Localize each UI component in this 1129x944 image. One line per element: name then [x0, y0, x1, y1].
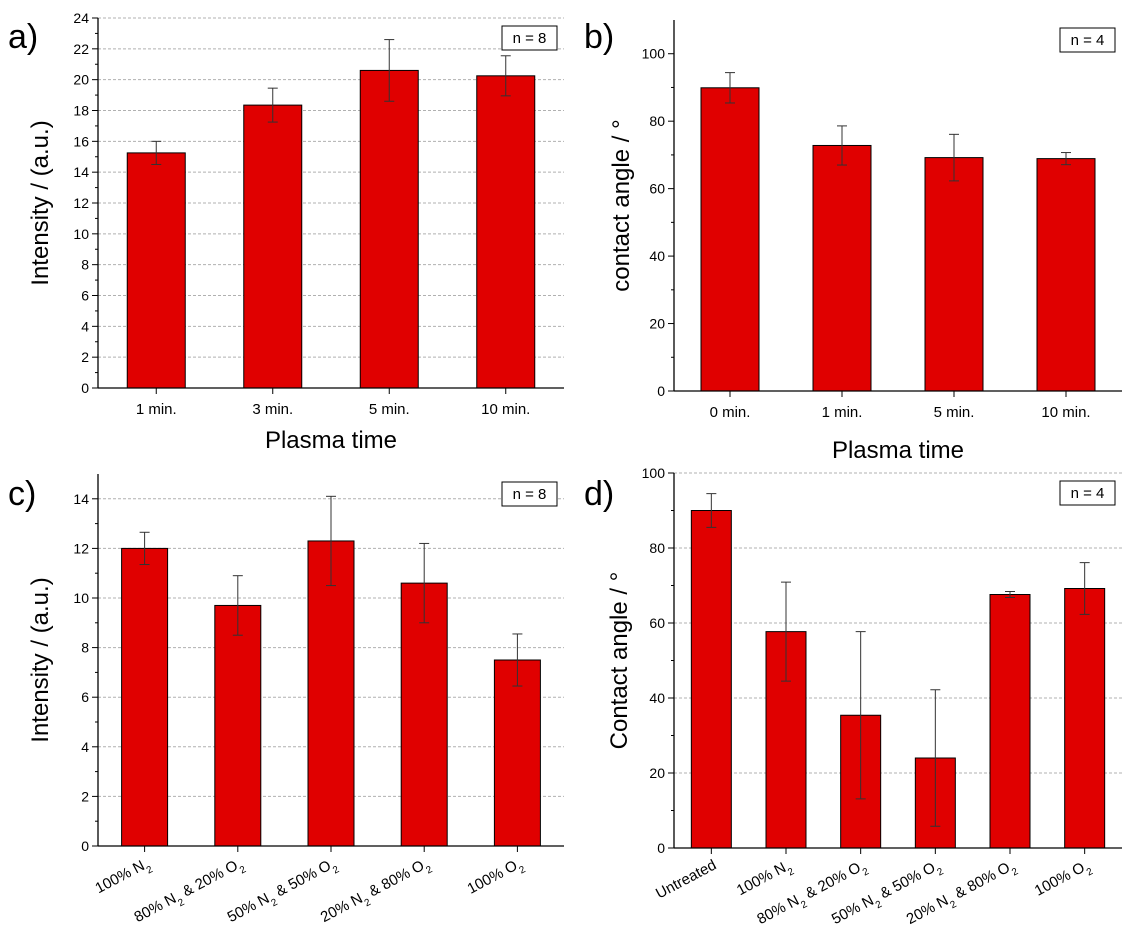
panel-label: b) — [584, 18, 614, 56]
y-tick-label: 2 — [81, 349, 89, 365]
y-tick-label: 100 — [642, 465, 666, 481]
bar — [307, 540, 355, 847]
y-tick-label: 4 — [81, 739, 89, 755]
x-tick-label: 10 min. — [481, 401, 530, 418]
bar — [989, 594, 1031, 849]
x-tick-label: 0 min. — [710, 404, 751, 421]
sample-size-box — [501, 481, 558, 507]
sample-size-box — [1059, 27, 1116, 53]
y-tick-label: 0 — [81, 838, 89, 854]
y-tick-label: 0 — [81, 380, 89, 396]
y-tick-label: 80 — [649, 540, 665, 556]
bar — [359, 69, 419, 389]
x-axis-title: Plasma time — [832, 437, 964, 464]
y-tick-label: 60 — [649, 181, 665, 197]
x-tick-label: 100% O2 — [465, 854, 528, 901]
x-tick-label: 100% N2 — [92, 854, 155, 901]
chart-panel-1: 1 min. 3 min. 5 min. 10 min.024681012141618… — [8, 10, 564, 454]
panel-label: a) — [8, 18, 38, 56]
x-axis-title: Plasma time — [265, 427, 397, 454]
y-tick-label: 14 — [73, 164, 89, 180]
y-tick-label: 16 — [73, 133, 89, 149]
x-tick-label: 5 min. — [369, 401, 410, 418]
bar — [812, 144, 872, 392]
y-tick-label: 0 — [657, 383, 665, 399]
y-tick-label: 4 — [81, 318, 89, 334]
panel-label: c) — [8, 475, 36, 513]
bar — [493, 659, 541, 847]
x-tick-label: 10 min. — [1041, 404, 1090, 421]
y-tick-label: 60 — [649, 615, 665, 631]
bar — [121, 547, 169, 847]
bar — [243, 104, 303, 389]
y-tick-label: 80 — [649, 113, 665, 129]
sample-size-label: n = 4 — [1071, 485, 1105, 502]
sample-size-box — [1059, 480, 1116, 506]
y-tick-label: 20 — [649, 316, 665, 332]
y-tick-label: 12 — [73, 195, 89, 211]
x-tick-label: 1 min. — [136, 401, 177, 418]
y-tick-label: 6 — [81, 689, 89, 705]
bar — [700, 87, 760, 392]
panel-label: d) — [584, 475, 614, 513]
bar — [690, 510, 732, 849]
y-tick-label: 12 — [73, 540, 89, 556]
y-tick-label: 14 — [73, 491, 89, 507]
bar — [924, 157, 984, 392]
y-tick-label: 18 — [73, 103, 89, 119]
sample-size-label: n = 8 — [513, 30, 547, 47]
y-axis-title: contact angle / ° — [608, 119, 635, 291]
bar — [214, 604, 262, 847]
y-tick-label: 24 — [73, 10, 89, 26]
sample-size-label: n = 4 — [1071, 32, 1105, 49]
x-tick-label: Untreated — [653, 857, 719, 903]
sample-size-label: n = 8 — [513, 486, 547, 503]
x-tick-label: 1 min. — [822, 404, 863, 421]
y-tick-label: 2 — [81, 788, 89, 804]
y-tick-label: 8 — [81, 257, 89, 273]
x-tick-label: 5 min. — [934, 404, 975, 421]
bar — [126, 152, 186, 389]
y-axis-title: Intensity / (a.u.) — [27, 120, 54, 285]
y-tick-label: 0 — [657, 840, 665, 856]
y-tick-label: 8 — [81, 640, 89, 656]
y-tick-label: 20 — [649, 765, 665, 781]
y-tick-label: 20 — [73, 72, 89, 88]
x-tick-label: 100% O2 — [1032, 856, 1095, 903]
bar — [1036, 158, 1096, 392]
y-tick-label: 6 — [81, 288, 89, 304]
y-axis-title: Intensity / (a.u.) — [27, 577, 54, 742]
chart-panel-2: 0 min. 1 min. 5 min. 10 min. 0 20 40 60 80 100 n =… — [584, 18, 1122, 464]
y-tick-label: 10 — [73, 590, 89, 606]
y-tick-label: 100 — [642, 46, 666, 62]
y-tick-label: 22 — [73, 41, 89, 57]
y-tick-label: 40 — [649, 248, 665, 264]
y-tick-label: 10 — [73, 226, 89, 242]
bar — [1064, 588, 1106, 849]
y-axis-title: Contact angle / ° — [606, 572, 633, 750]
bar — [476, 75, 536, 389]
y-tick-label: 40 — [649, 690, 665, 706]
sample-size-box — [501, 25, 558, 51]
x-tick-label: 3 min. — [252, 401, 293, 418]
